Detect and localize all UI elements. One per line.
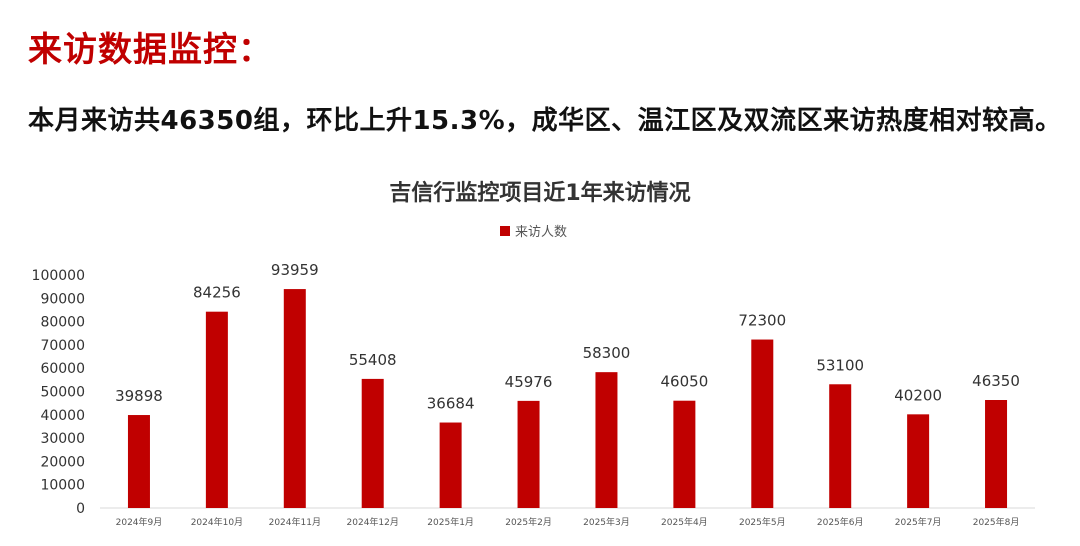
- y-tick-label: 60000: [40, 361, 85, 377]
- data-label: 39898: [115, 387, 163, 405]
- data-label: 45976: [505, 373, 553, 391]
- bar: [439, 422, 462, 508]
- y-tick-label: 100000: [32, 268, 85, 284]
- bar: [595, 372, 618, 508]
- data-label: 40200: [894, 386, 942, 404]
- y-tick-label: 10000: [40, 478, 85, 494]
- data-label: 36684: [427, 395, 475, 413]
- y-tick-label: 80000: [40, 315, 85, 331]
- bar: [751, 339, 774, 508]
- x-axis: 2024年9月 2024年10月 2024年11月 2024年12月 2025年1月 20…: [100, 507, 1035, 528]
- bar: [829, 384, 852, 508]
- bar: [127, 415, 150, 508]
- data-label: 46050: [661, 373, 709, 391]
- data-label: 58300: [583, 344, 631, 362]
- legend-swatch: [500, 226, 510, 236]
- bar: [205, 311, 228, 508]
- summary-text: 本月来访共46350组，环比上升15.3%，成华区、温江区及双流区来访热度相对较…: [28, 106, 1062, 136]
- y-tick-label: 70000: [40, 338, 85, 354]
- bar: [985, 400, 1008, 508]
- x-tick-label: 2024年11月: [269, 516, 321, 528]
- data-label: 84256: [193, 284, 241, 302]
- bar: [517, 400, 540, 508]
- data-labels: 39898 84256 93959 55408 36684 45976 58300 46050…: [115, 261, 1020, 412]
- y-tick-label: 90000: [40, 291, 85, 307]
- x-tick-label: 2025年6月: [817, 516, 864, 528]
- data-label: 93959: [271, 261, 319, 279]
- legend-label: 来访人数: [515, 225, 567, 240]
- y-axis: 0 10000 20000 30000 40000 50000 60000 70000 8000…: [32, 268, 85, 517]
- data-label: 72300: [738, 312, 786, 330]
- chart-title: 吉信行监控项目近1年来访情况: [389, 180, 690, 206]
- x-tick-label: 2024年9月: [116, 516, 163, 528]
- x-tick-label: 2025年4月: [661, 516, 708, 528]
- y-tick-label: 0: [76, 501, 85, 517]
- y-tick-label: 20000: [40, 454, 85, 470]
- data-label: 55408: [349, 351, 397, 369]
- data-label: 46350: [972, 372, 1020, 390]
- bar-series: [127, 289, 1008, 508]
- y-tick-label: 40000: [40, 408, 85, 424]
- y-tick-label: 30000: [40, 431, 85, 447]
- bar: [907, 414, 930, 508]
- bar: [361, 378, 384, 508]
- data-label: 53100: [816, 356, 864, 374]
- bar: [673, 400, 696, 508]
- x-tick-label: 2025年1月: [427, 516, 474, 528]
- x-tick-label: 2025年7月: [895, 516, 942, 528]
- x-tick-label: 2025年8月: [973, 516, 1020, 528]
- x-tick-label: 2025年5月: [739, 516, 786, 528]
- x-tick-label: 2025年2月: [505, 516, 552, 528]
- x-tick-label: 2025年3月: [583, 516, 630, 528]
- chart-legend: 来访人数: [500, 225, 567, 240]
- x-tick-label: 2024年12月: [347, 516, 399, 528]
- page-title: 来访数据监控：: [28, 30, 273, 70]
- y-tick-label: 50000: [40, 385, 85, 401]
- x-tick-label: 2024年10月: [191, 516, 243, 528]
- bar: [283, 289, 306, 508]
